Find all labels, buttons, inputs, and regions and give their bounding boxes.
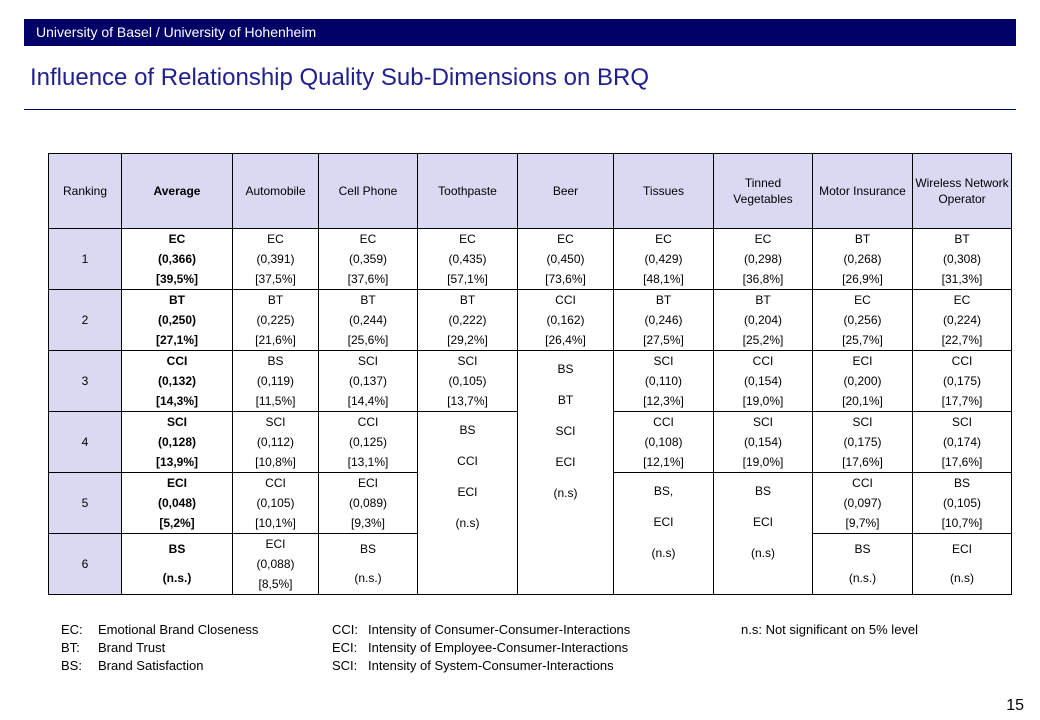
tissues-cell: BT (0,246) [27,5%] [613, 289, 714, 351]
table-header-row: Ranking Average Automobile Cell Phone To… [48, 153, 1012, 229]
header-motor-insurance: Motor Insurance [812, 153, 913, 229]
automobile-cell: SCI (0,112) [10,8%] [232, 411, 319, 473]
legend-column-3: n.s: Not significant on 5% level [741, 621, 918, 639]
tinned-vegetables-cell: EC (0,298) [36,8%] [713, 228, 813, 290]
toothpaste-cell: BT (0,222) [29,2%] [417, 289, 518, 351]
beer-cell: CCI (0,162) [26,4%] [517, 289, 614, 351]
tinned-vegetables-merged-cell: BS ECI (n.s) [713, 472, 813, 595]
toothpaste-cell: EC (0,435) [57,1%] [417, 228, 518, 290]
average-cell: ECI (0,048) [5,2%] [121, 472, 233, 534]
legend-item: ECI: Intensity of Employee-Consumer-Inter… [332, 640, 629, 655]
wireless-cell: CCI (0,175) [17,7%] [912, 350, 1012, 412]
automobile-cell: BS (0,119) [11,5%] [232, 350, 319, 412]
legend-item: BT: Brand Trust [61, 640, 166, 655]
motor-insurance-cell: BT (0,268) [26,9%] [812, 228, 913, 290]
toothpaste-cell: SCI (0,105) [13,7%] [417, 350, 518, 412]
header-toothpaste: Toothpaste [417, 153, 518, 229]
average-cell: BT (0,250) [27,1%] [121, 289, 233, 351]
table-row: 4 SCI (0,128) [13,9%] SCI (0,112) [10,8%] CC… [48, 411, 1012, 595]
header-tinned-vegetables: Tinned Vegetables [713, 153, 813, 229]
tinned-vegetables-cell: BT (0,204) [25,2%] [713, 289, 813, 351]
tissues-cell: CCI (0,108) [12,1%] [613, 411, 714, 473]
wireless-cell: BT (0,308) [31,3%] [912, 228, 1012, 290]
header-average: Average [121, 153, 233, 229]
automobile-cell: EC (0,391) [37,5%] [232, 228, 319, 290]
header-bar: University of Basel / University of Hohe… [24, 19, 1016, 46]
header-wireless-network-operator: Wireless Network Operator [912, 153, 1012, 229]
legend-column-1: EC: Emotional Brand Closeness BT: Brand Tr… [61, 621, 258, 675]
automobile-cell: CCI (0,105) [10,1%] [232, 472, 319, 534]
legend-item: SCI: Intensity of System-Consumer-Interac… [332, 658, 614, 673]
table-row: 6 BS (n.s.) ECI (0,088) [8,5%] BS (n.s.) BS(… [48, 533, 1012, 595]
motor-insurance-cell: BS (n.s.) [812, 533, 913, 595]
legend-item: CCI: Intensity of Consumer-Consumer-Inter… [332, 622, 631, 637]
wireless-cell: EC (0,224) [22,7%] [912, 289, 1012, 351]
cell-phone-cell: BT (0,244) [25,6%] [318, 289, 418, 351]
cell-phone-cell: CCI (0,125) [13,1%] [318, 411, 418, 473]
legend-column-2: CCI: Intensity of Consumer-Consumer-Inter… [332, 621, 630, 675]
table-row: 2 BT (0,250) [27,1%] BT (0,225) [21,6%] BT (0… [48, 289, 1012, 351]
motor-insurance-cell: EC (0,256) [25,7%] [812, 289, 913, 351]
results-table: Ranking Average Automobile Cell Phone To… [48, 153, 1012, 595]
average-cell: BS (n.s.) [121, 533, 233, 595]
cell-phone-cell: ECI (0,089) [9,3%] [318, 472, 418, 534]
rank-cell: 3 [48, 350, 122, 412]
table-row: 1 EC (0,366) [39,5%] EC (0,391) [37,5%] EC (0… [48, 228, 1012, 290]
beer-cell: EC (0,450) [73,6%] [517, 228, 614, 290]
legend-item: BS: Brand Satisfaction [61, 658, 204, 673]
header-text: University of Basel / University of Hohe… [36, 24, 317, 40]
wireless-cell: ECI (n.s) [912, 533, 1012, 595]
cell-phone-cell: BS (n.s.) [318, 533, 418, 595]
toothpaste-merged-cell: BS CCI ECI (n.s) [417, 411, 518, 595]
rank-cell: 4 [48, 411, 122, 473]
average-cell: CCI (0,132) [14,3%] [121, 350, 233, 412]
motor-insurance-cell: ECI (0,200) [20,1%] [812, 350, 913, 412]
header-beer: Beer [517, 153, 614, 229]
tinned-vegetables-cell: SCI (0,154) [19,0%] [713, 411, 813, 473]
tissues-merged-cell: BS, ECI (n.s) [613, 472, 714, 595]
beer-merged-cell: BS BT SCI ECI (n.s) [517, 350, 614, 595]
wireless-cell: BS (0,105) [10,7%] [912, 472, 1012, 534]
table-row: 3 CCI (0,132) [14,3%] BS (0,119) [11,5%] SCI… [48, 350, 1012, 595]
rank-cell: 6 [48, 533, 122, 595]
page-title: Influence of Relationship Quality Sub-Di… [30, 64, 649, 91]
header-tissues: Tissues [613, 153, 714, 229]
legend-ns-note: n.s: Not significant on 5% level [741, 622, 919, 637]
legend-item: EC: Emotional Brand Closeness [61, 622, 259, 637]
tissues-cell: SCI (0,110) [12,3%] [613, 350, 714, 412]
average-cell: EC (0,366) [39,5%] [121, 228, 233, 290]
rank-cell: 1 [48, 228, 122, 290]
automobile-cell: ECI (0,088) [8,5%] [232, 533, 319, 595]
average-cell: SCI (0,128) [13,9%] [121, 411, 233, 473]
tinned-vegetables-cell: CCI (0,154) [19,0%] [713, 350, 813, 412]
cell-phone-cell: EC (0,359) [37,6%] [318, 228, 418, 290]
wireless-cell: SCI (0,174) [17,6%] [912, 411, 1012, 473]
header-automobile: Automobile [232, 153, 319, 229]
rank-cell: 2 [48, 289, 122, 351]
motor-insurance-cell: CCI (0,097) [9,7%] [812, 472, 913, 534]
automobile-cell: BT (0,225) [21,6%] [232, 289, 319, 351]
motor-insurance-cell: SCI (0,175) [17,6%] [812, 411, 913, 473]
title-divider [24, 109, 1016, 110]
page-number: 15 [1006, 697, 1024, 714]
header-cell-phone: Cell Phone [318, 153, 418, 229]
rank-cell: 5 [48, 472, 122, 534]
header-ranking: Ranking [48, 153, 122, 229]
tissues-cell: EC (0,429) [48,1%] [613, 228, 714, 290]
cell-phone-cell: SCI (0,137) [14,4%] [318, 350, 418, 412]
